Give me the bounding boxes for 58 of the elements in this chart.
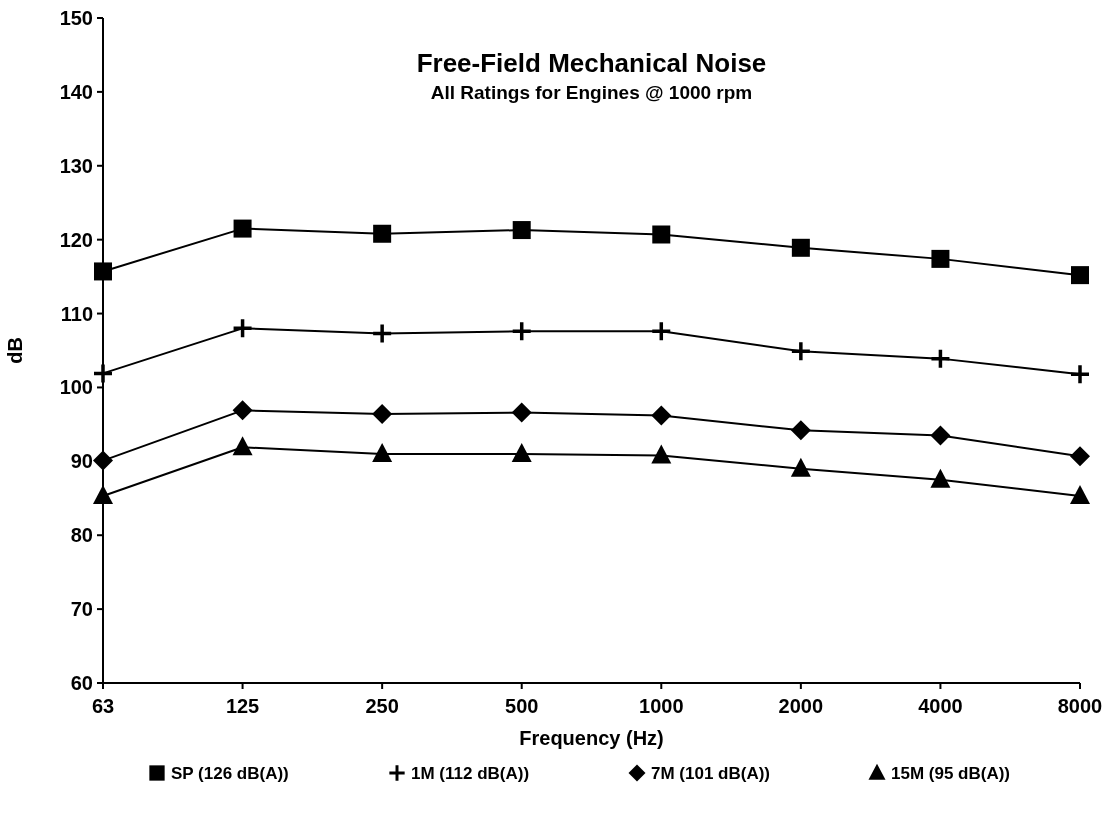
- x-tick-label: 1000: [639, 695, 684, 717]
- y-tick-label: 70: [70, 598, 93, 621]
- text: Free-Field Mechanical Noise: [416, 48, 767, 78]
- y-tick-label: 120: [59, 228, 93, 251]
- point: [930, 468, 951, 488]
- point: [931, 249, 950, 268]
- x-tick-label: 125: [225, 695, 260, 717]
- y-tick-label: 110: [60, 302, 93, 325]
- x-tick-label: 250: [365, 695, 399, 717]
- point: [651, 444, 672, 464]
- x-tick-label: 500: [505, 695, 539, 717]
- point: [510, 320, 533, 343]
- point: [92, 362, 114, 385]
- point: [930, 425, 951, 446]
- y-tick-label: 100: [59, 376, 93, 399]
- point: [372, 404, 393, 425]
- y-tick-label: 140: [59, 80, 93, 103]
- x-tick-label: 8000: [1057, 695, 1103, 717]
- point: [232, 400, 253, 421]
- point: [1071, 266, 1089, 285]
- point: [1070, 485, 1090, 505]
- point: [231, 317, 254, 340]
- legend-label: 1M (112 dB(A)): [411, 763, 530, 783]
- y-tick-label: 60: [70, 672, 93, 694]
- point: [790, 457, 811, 477]
- text: All Ratings for Engines @ 1000 rpm: [430, 82, 753, 103]
- x-tick-label: 2000: [778, 695, 824, 717]
- point: [232, 436, 253, 456]
- legend-label: SP (126 dB(A)): [171, 763, 289, 783]
- y-tick-label: 130: [59, 154, 93, 177]
- point: [233, 219, 252, 238]
- x-axis-title: Frequency (Hz): [519, 727, 664, 749]
- point: [372, 442, 393, 462]
- x-tick-label: 63: [91, 695, 115, 717]
- point: [511, 442, 532, 462]
- y-tick-label: 80: [70, 524, 93, 547]
- point: [651, 405, 672, 426]
- legend-label: 7M (101 dB(A)): [651, 763, 771, 783]
- point: [791, 238, 810, 257]
- point: [93, 485, 113, 505]
- point: [652, 225, 671, 244]
- y-tick-label: 90: [70, 450, 93, 473]
- y-tick-label: 150: [59, 7, 93, 29]
- point: [371, 322, 393, 345]
- point: [1070, 446, 1090, 467]
- y-axis-title: dB: [4, 337, 26, 364]
- point: [512, 221, 531, 240]
- point: [511, 402, 532, 423]
- point: [93, 450, 113, 471]
- point: [373, 224, 392, 243]
- x-tick-label: 4000: [918, 695, 963, 717]
- point: [929, 347, 952, 370]
- point: [94, 262, 112, 281]
- legend-label: 15M (95 dB(A)): [891, 763, 1011, 783]
- point: [790, 420, 811, 441]
- point: [650, 320, 673, 343]
- point: [1069, 363, 1091, 385]
- point: [790, 340, 812, 362]
